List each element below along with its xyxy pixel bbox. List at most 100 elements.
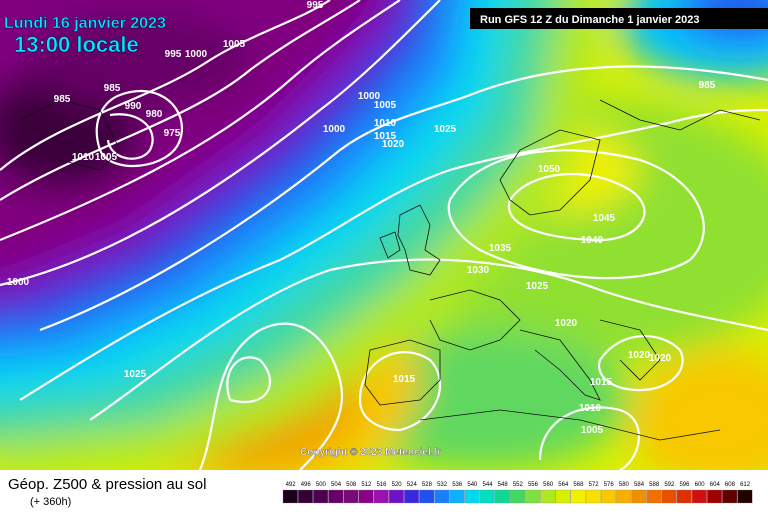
legend-swatch <box>691 489 707 504</box>
legend-value: 560 <box>543 482 554 488</box>
isobar-label: 985 <box>54 94 71 105</box>
legend-swatch <box>616 489 632 504</box>
isobar-label: 1045 <box>593 213 616 224</box>
isobar-label: 985 <box>699 80 716 91</box>
legend-swatch <box>585 489 601 504</box>
legend-swatch <box>343 489 359 504</box>
isobar-label: 1020 <box>555 318 578 329</box>
isobar-label: 1015 <box>393 374 416 385</box>
legend-value: 528 <box>422 482 433 488</box>
isobar-label: 1050 <box>538 164 561 175</box>
isobar-label: 990 <box>125 101 142 112</box>
coastlines <box>19 99 761 441</box>
legend-swatch <box>540 489 556 504</box>
legend-value: 540 <box>467 482 478 488</box>
legend-swatch <box>373 489 389 504</box>
legend-swatch <box>570 489 586 504</box>
legend-swatch <box>464 489 480 504</box>
isobar-label: 1000 <box>185 49 208 60</box>
isobar-label: 1005 <box>374 100 397 111</box>
legend-swatch <box>328 489 344 504</box>
legend-value: 492 <box>286 482 297 488</box>
legend-swatch <box>404 489 420 504</box>
legend-swatch <box>707 489 723 504</box>
isobars <box>0 0 768 470</box>
isobar-label: 1020 <box>649 353 672 364</box>
legend-swatch <box>297 489 313 504</box>
legend-value: 576 <box>604 482 615 488</box>
legend-value: 544 <box>483 482 494 488</box>
isobar-label: 1005 <box>95 152 118 163</box>
legend-value: 600 <box>695 482 706 488</box>
legend-value: 548 <box>498 482 509 488</box>
legend-swatch <box>313 489 329 504</box>
legend-swatch <box>722 489 738 504</box>
legend-swatch <box>434 489 450 504</box>
copyright: Copyright © 2023 Meteociel.fr <box>300 447 441 458</box>
legend-swatch <box>449 489 465 504</box>
legend-value: 536 <box>452 482 463 488</box>
legend-swatch <box>646 489 662 504</box>
legend-swatch <box>661 489 677 504</box>
legend-swatch <box>388 489 404 504</box>
legend-value: 556 <box>528 482 539 488</box>
footer-title: Géop. Z500 & pression au sol <box>8 476 206 493</box>
run-info: Run GFS 12 Z du Dimanche 1 janvier 2023 <box>480 14 699 26</box>
legend-value: 608 <box>725 482 736 488</box>
isobar-label: 980 <box>146 109 163 120</box>
isobar-label: 1010 <box>72 152 95 163</box>
isobar-label: 1010 <box>579 403 602 414</box>
run-info-box <box>470 8 768 29</box>
legend-swatch <box>510 489 526 504</box>
legend-swatch <box>419 489 435 504</box>
isobar-label: 1015 <box>374 131 397 142</box>
legend-value: 516 <box>376 482 387 488</box>
isobar-label: 1000 <box>323 124 346 135</box>
legend-swatch <box>358 489 374 504</box>
isobar-label: 1035 <box>489 243 512 254</box>
legend-swatch <box>555 489 571 504</box>
isobar-label: 1020 <box>382 139 405 150</box>
legend-swatch <box>494 489 510 504</box>
legend-swatch <box>631 489 647 504</box>
isobar-label: 975 <box>164 128 181 139</box>
isobar-label: 1030 <box>467 265 490 276</box>
legend-value: 584 <box>634 482 645 488</box>
isobar-label: 995 <box>307 0 324 11</box>
legend-value: 564 <box>558 482 569 488</box>
legend-value: 612 <box>740 482 751 488</box>
legend-value: 568 <box>573 482 584 488</box>
legend-value: 508 <box>346 482 357 488</box>
isobar-label: 1005 <box>581 425 604 436</box>
legend-swatch <box>676 489 692 504</box>
isobar-label: 1025 <box>124 369 147 380</box>
isobar-label: 1010 <box>374 118 397 129</box>
isobar-label: 1000 <box>358 91 381 102</box>
legend-value: 524 <box>407 482 418 488</box>
legend-value: 520 <box>392 482 403 488</box>
legend-value: 496 <box>301 482 312 488</box>
isobar-label: 1000 <box>7 277 30 288</box>
legend-value: 588 <box>649 482 660 488</box>
forecast-time: 13:00 locale <box>14 32 139 57</box>
legend-value: 572 <box>589 482 600 488</box>
legend-value: 500 <box>316 482 327 488</box>
legend-value: 604 <box>710 482 721 488</box>
isobar-label: 1015 <box>590 377 613 388</box>
legend-swatch <box>737 489 753 504</box>
isobar-label: 1025 <box>526 281 549 292</box>
lead-time: (+ 360h) <box>30 496 71 508</box>
color-legend: 492 496 500 504 508 512 516 520 524 528 532 536 540 5… <box>282 482 753 504</box>
isobar-label: 1005 <box>223 39 246 50</box>
legend-value: 592 <box>664 482 675 488</box>
legend-swatch <box>525 489 541 504</box>
legend-value: 580 <box>619 482 630 488</box>
isobar-label: 985 <box>104 83 121 94</box>
legend-value: 532 <box>437 482 448 488</box>
legend-value: 552 <box>513 482 524 488</box>
legend-value: 596 <box>679 482 690 488</box>
isobar-label: 995 <box>165 49 182 60</box>
legend-swatch <box>601 489 616 504</box>
